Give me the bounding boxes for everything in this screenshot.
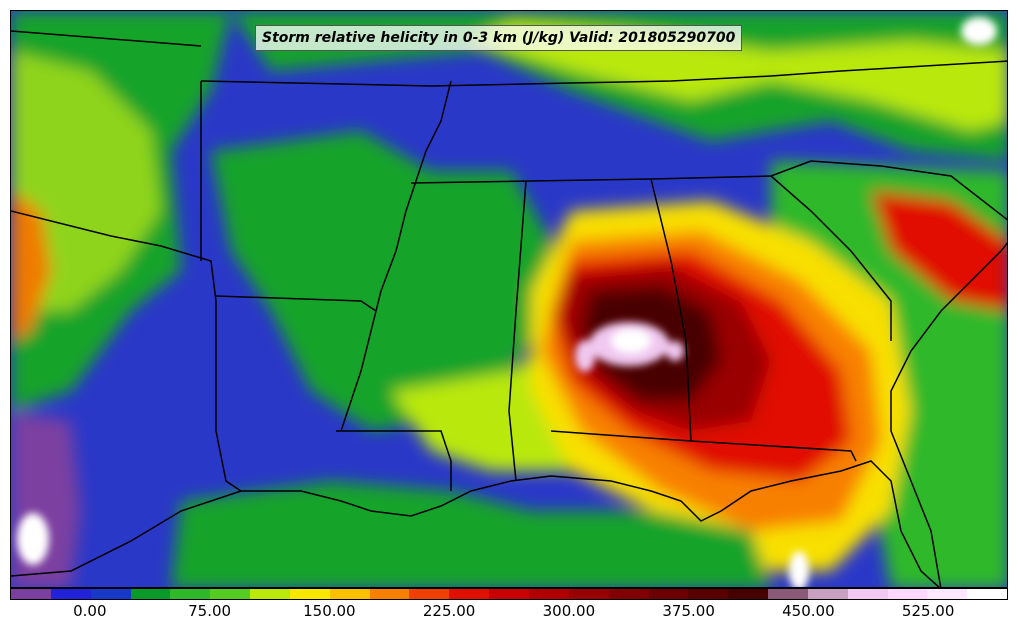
mississippi-river: [340, 80, 452, 432]
state-line-louisiana-mississippi: [336, 430, 452, 491]
colorbar-segment: [528, 589, 569, 599]
colorbar-segment: [329, 589, 370, 599]
colorbar-segment: [648, 589, 689, 599]
colorbar-tick-label: 450.00: [782, 602, 835, 620]
colorbar-segment: [170, 589, 211, 599]
colorbar-segment: [568, 589, 609, 599]
helicity-white-gulf: [789, 551, 809, 587]
state-line-alabama-georgia: [650, 178, 692, 442]
helicity-contours: [11, 11, 1007, 587]
helicity-region-northeast-red: [871, 191, 1007, 311]
map-boundaries: [11, 30, 1007, 587]
colorbar-segment: [489, 589, 529, 599]
helicity-region-west-yellow: [11, 51, 161, 311]
colorbar-segment: [369, 589, 410, 599]
map-title: Storm relative helicity in 0-3 km (J/kg)…: [262, 30, 736, 46]
east-coastline: [890, 242, 1007, 587]
colorbar: [10, 588, 1008, 600]
map-title-box: Storm relative helicity in 0-3 km (J/kg)…: [255, 25, 743, 51]
helicity-map: [11, 11, 1007, 587]
state-line-missouri-south: [200, 80, 432, 87]
helicity-region-southwest-purple: [11, 411, 81, 587]
colorbar-segment: [768, 589, 808, 599]
state-line-florida-north: [550, 430, 857, 462]
state-line-north-carolina: [810, 160, 1007, 221]
colorbar-segment: [289, 589, 330, 599]
colorbar-segment: [210, 589, 251, 599]
map-panel: Storm relative helicity in 0-3 km (J/kg)…: [10, 10, 1008, 588]
helicity-white-southwest: [17, 513, 49, 565]
helicity-max-white: [611, 329, 651, 353]
colorbar-segment: [967, 589, 1008, 599]
state-line-mississippi-alabama: [508, 180, 527, 482]
state-line-arkansas-south: [215, 295, 377, 312]
helicity-max-pink-west: [575, 340, 595, 372]
helicity-white-northeast: [961, 17, 997, 45]
colorbar-tick-label: 225.00: [422, 602, 476, 620]
colorbar-segment: [847, 589, 888, 599]
state-line-kentucky-tennessee: [430, 60, 1007, 87]
colorbar-tick-label: 0.00: [73, 602, 107, 620]
colorbar-segment: [608, 589, 649, 599]
state-line-texas-louisiana: [215, 301, 242, 492]
colorbar-segment: [11, 589, 51, 599]
colorbar-segment: [688, 589, 729, 599]
helicity-region-west-orange: [11, 191, 51, 341]
colorbar-segment: [50, 589, 91, 599]
state-line-kansas-oklahoma: [11, 30, 202, 47]
colorbar-tick-label: 300.00: [542, 602, 596, 620]
helicity-max-pink-east: [666, 341, 684, 361]
colorbar-segment: [728, 589, 769, 599]
colorbar-segment: [449, 589, 490, 599]
coastline: [11, 460, 940, 587]
colorbar-segment: [409, 589, 450, 599]
colorbar-tick-label: 150.00: [303, 602, 356, 620]
state-line-georgia-carolina: [770, 175, 892, 341]
helicity-region-gulf-green: [171, 481, 771, 587]
colorbar-tick-label: 375.00: [662, 602, 715, 620]
colorbar-segment: [887, 589, 928, 599]
state-line-tennessee-south: [410, 160, 812, 184]
colorbar-segment: [927, 589, 968, 599]
colorbar-tick-labels: 0.00 75.00 150.00 225.00 300.00 375.00 450.00 5…: [10, 602, 1008, 624]
colorbar-tick-label: 525.00: [901, 602, 955, 620]
colorbar-segment: [90, 589, 131, 599]
colorbar-segment: [130, 589, 171, 599]
colorbar-tick-label: 75.00: [188, 602, 232, 620]
colorbar-segment: [807, 589, 848, 599]
state-line-texas-oklahoma: [11, 210, 217, 302]
colorbar-segment: [250, 589, 290, 599]
helicity-region-central-green: [211, 131, 551, 431]
